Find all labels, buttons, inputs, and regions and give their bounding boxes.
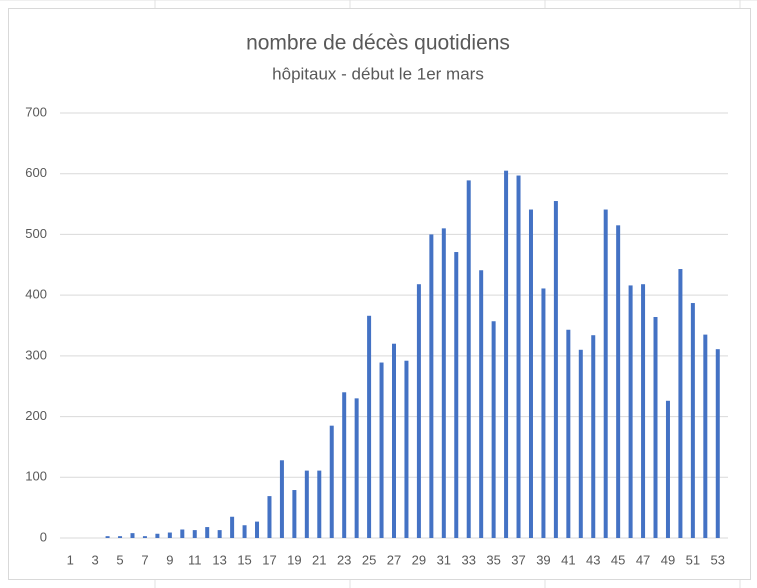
x-tick-label: 19	[287, 552, 301, 567]
chart-subtitle: hôpitaux - début le 1er mars	[272, 64, 484, 83]
bar	[180, 529, 185, 538]
x-tick-label: 41	[561, 552, 575, 567]
chart-title: nombre de décès quotidiens	[246, 32, 510, 55]
x-tick-label: 31	[437, 552, 451, 567]
bar	[553, 201, 558, 539]
bar	[703, 334, 708, 538]
x-tick-label: 47	[636, 552, 650, 567]
x-tick-label: 21	[312, 552, 326, 567]
bar	[167, 532, 172, 538]
bar	[504, 170, 509, 538]
x-tick-label: 33	[461, 552, 475, 567]
x-tick-label: 25	[362, 552, 376, 567]
bar	[454, 252, 459, 539]
bar	[491, 321, 496, 538]
bar	[379, 362, 384, 538]
bar	[304, 470, 309, 538]
bar	[665, 400, 670, 538]
bar	[466, 180, 471, 538]
x-tick-label: 27	[387, 552, 401, 567]
bar	[616, 225, 621, 539]
x-tick-label: 3	[92, 552, 99, 567]
x-tick-label: 7	[141, 552, 148, 567]
x-tick-label: 23	[337, 552, 351, 567]
bar	[105, 536, 110, 538]
x-tick-label: 5	[116, 552, 123, 567]
bar	[603, 209, 608, 539]
y-tick-label: 700	[25, 104, 47, 119]
bar	[367, 315, 372, 538]
bar	[392, 343, 396, 538]
x-tick-label: 9	[166, 552, 173, 567]
x-tick-label: 35	[486, 552, 500, 567]
bar	[217, 530, 222, 538]
bar	[142, 536, 147, 538]
y-tick-label: 500	[25, 226, 47, 241]
bar	[678, 269, 683, 538]
x-tick-label: 39	[536, 552, 550, 567]
y-tick-label: 100	[25, 469, 47, 484]
bar	[715, 349, 720, 538]
bar	[479, 270, 484, 538]
x-tick-label: 51	[686, 552, 700, 567]
bar	[292, 490, 297, 538]
bar	[130, 533, 135, 538]
bar	[192, 530, 197, 538]
bar	[329, 425, 334, 538]
bar	[242, 525, 247, 538]
bar	[342, 392, 347, 538]
x-tick-label: 53	[711, 552, 725, 567]
bar	[155, 533, 160, 538]
x-tick-label: 11	[188, 552, 202, 567]
x-tick-label: 43	[586, 552, 600, 567]
chart-area	[8, 8, 751, 580]
bar	[641, 284, 646, 538]
x-tick-label: 29	[412, 552, 426, 567]
bar	[541, 288, 546, 538]
x-tick-label: 37	[511, 552, 525, 567]
x-tick-label: 1	[67, 552, 74, 567]
bar	[118, 536, 123, 538]
x-tick-label: 13	[212, 552, 226, 567]
bar	[416, 284, 421, 538]
x-tick-label: 15	[237, 552, 251, 567]
y-tick-label: 200	[25, 408, 47, 423]
y-tick-label: 400	[25, 287, 47, 302]
bar	[566, 329, 571, 538]
bar	[441, 228, 446, 538]
bar	[230, 516, 235, 538]
x-tick-label: 17	[262, 552, 276, 567]
bar	[205, 527, 210, 538]
bar	[528, 209, 533, 539]
y-tick-label: 0	[40, 529, 47, 544]
bar	[578, 349, 583, 538]
bar	[591, 335, 596, 538]
bar	[279, 460, 284, 538]
bar	[653, 317, 658, 538]
bar	[516, 175, 521, 539]
bar	[690, 303, 695, 538]
bar	[317, 470, 322, 538]
y-tick-label: 300	[25, 347, 47, 362]
bar	[429, 234, 434, 538]
x-tick-label: 49	[661, 552, 675, 567]
bar	[267, 496, 272, 538]
bar	[628, 285, 633, 538]
bar	[404, 360, 409, 538]
bar	[354, 398, 359, 538]
y-tick-label: 600	[25, 165, 47, 180]
bar	[255, 521, 260, 538]
x-tick-label: 45	[611, 552, 625, 567]
